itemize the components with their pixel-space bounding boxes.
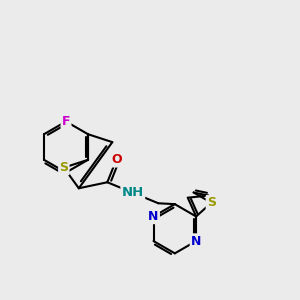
- Text: F: F: [62, 115, 70, 128]
- Text: N: N: [191, 235, 201, 248]
- Text: S: S: [59, 161, 68, 174]
- Text: NH: NH: [122, 186, 144, 199]
- Text: N: N: [148, 210, 159, 223]
- Text: S: S: [207, 196, 216, 209]
- Text: O: O: [111, 153, 122, 166]
